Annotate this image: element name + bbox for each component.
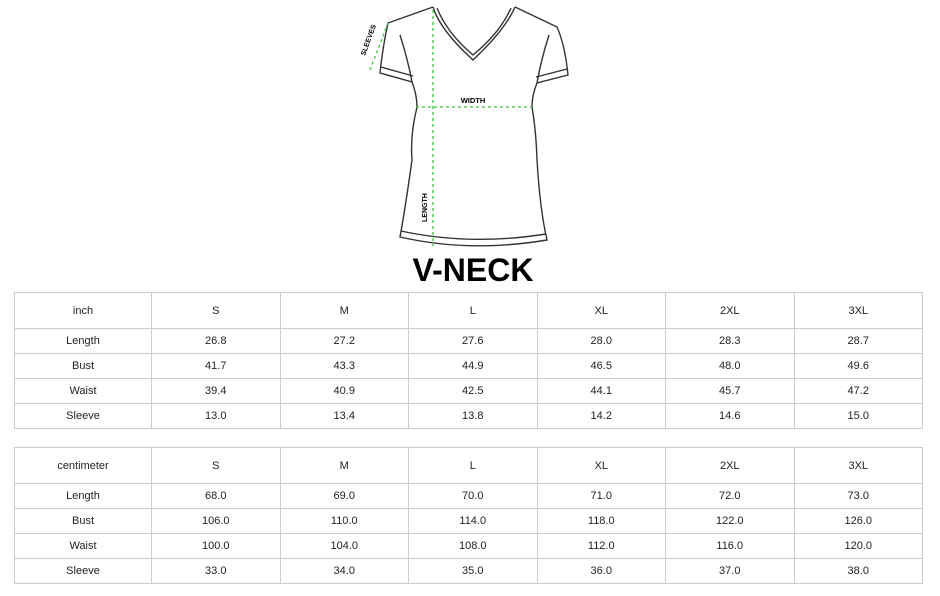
table-row: Waist 39.4 40.9 42.5 44.1 45.7 47.2 — [14, 378, 923, 404]
table-row: Bust 106.0 110.0 114.0 118.0 122.0 126.0 — [14, 508, 923, 534]
value-cell: 33.0 — [151, 558, 281, 584]
v-neck-shirt-diagram: WIDTH LENGTH SLEEVES — [360, 6, 569, 247]
value-cell: 13.8 — [408, 403, 538, 429]
value-cell: 13.4 — [279, 403, 409, 429]
value-cell: 28.0 — [536, 328, 666, 354]
size-header: M — [279, 292, 409, 329]
size-header: S — [151, 292, 281, 329]
row-label: Bust — [14, 508, 152, 534]
value-cell: 106.0 — [151, 508, 281, 534]
style-title: V-NECK — [412, 252, 534, 288]
row-label: Waist — [14, 378, 152, 404]
size-header: 3XL — [793, 447, 923, 484]
unit-cell: centimeter — [14, 447, 152, 484]
value-cell: 108.0 — [408, 533, 538, 559]
width-label: WIDTH — [461, 96, 486, 105]
row-label: Sleeve — [14, 558, 152, 584]
shirt-outline — [379, 6, 569, 247]
value-cell: 126.0 — [793, 508, 923, 534]
size-header: S — [151, 447, 281, 484]
size-header: 2XL — [665, 292, 795, 329]
size-table-centimeter: centimeter S M L XL 2XL 3XL Length 68.0 69.0 70.0 7… — [14, 447, 923, 584]
size-header: L — [408, 447, 538, 484]
table-row: Bust 41.7 43.3 44.9 46.5 48.0 49.6 — [14, 353, 923, 379]
value-cell: 48.0 — [665, 353, 795, 379]
length-label: LENGTH — [422, 193, 429, 222]
table-row: Sleeve 13.0 13.4 13.8 14.2 14.6 15.0 — [14, 403, 923, 429]
value-cell: 73.0 — [793, 483, 923, 509]
value-cell: 49.6 — [793, 353, 923, 379]
table-row: Waist 100.0 104.0 108.0 112.0 116.0 120.0 — [14, 533, 923, 559]
value-cell: 37.0 — [665, 558, 795, 584]
header-row: centimeter S M L XL 2XL 3XL — [14, 447, 923, 484]
table-row: Length 26.8 27.2 27.6 28.0 28.3 28.7 — [14, 328, 923, 354]
value-cell: 45.7 — [665, 378, 795, 404]
size-header: M — [279, 447, 409, 484]
table-row: Sleeve 33.0 34.0 35.0 36.0 37.0 38.0 — [14, 558, 923, 584]
value-cell: 36.0 — [536, 558, 666, 584]
value-cell: 42.5 — [408, 378, 538, 404]
value-cell: 116.0 — [665, 533, 795, 559]
row-label: Length — [14, 328, 152, 354]
value-cell: 13.0 — [151, 403, 281, 429]
value-cell: 46.5 — [536, 353, 666, 379]
value-cell: 40.9 — [279, 378, 409, 404]
value-cell: 39.4 — [151, 378, 281, 404]
value-cell: 122.0 — [665, 508, 795, 534]
value-cell: 69.0 — [279, 483, 409, 509]
value-cell: 120.0 — [793, 533, 923, 559]
value-cell: 47.2 — [793, 378, 923, 404]
value-cell: 44.9 — [408, 353, 538, 379]
unit-cell: inch — [14, 292, 152, 329]
table-row: Length 68.0 69.0 70.0 71.0 72.0 73.0 — [14, 483, 923, 509]
value-cell: 114.0 — [408, 508, 538, 534]
value-cell: 71.0 — [536, 483, 666, 509]
value-cell: 68.0 — [151, 483, 281, 509]
value-cell: 112.0 — [536, 533, 666, 559]
size-header: 3XL — [793, 292, 923, 329]
size-header: XL — [536, 447, 666, 484]
value-cell: 44.1 — [536, 378, 666, 404]
value-cell: 104.0 — [279, 533, 409, 559]
value-cell: 27.2 — [279, 328, 409, 354]
header-row: inch S M L XL 2XL 3XL — [14, 292, 923, 329]
size-header: XL — [536, 292, 666, 329]
value-cell: 43.3 — [279, 353, 409, 379]
value-cell: 100.0 — [151, 533, 281, 559]
value-cell: 35.0 — [408, 558, 538, 584]
value-cell: 28.3 — [665, 328, 795, 354]
value-cell: 38.0 — [793, 558, 923, 584]
value-cell: 28.7 — [793, 328, 923, 354]
row-label: Bust — [14, 353, 152, 379]
value-cell: 15.0 — [793, 403, 923, 429]
value-cell: 110.0 — [279, 508, 409, 534]
value-cell: 41.7 — [151, 353, 281, 379]
value-cell: 14.6 — [665, 403, 795, 429]
size-table-inch: inch S M L XL 2XL 3XL Length 26.8 27.2 27.6 28.0 28.… — [14, 292, 923, 429]
value-cell: 34.0 — [279, 558, 409, 584]
size-header: L — [408, 292, 538, 329]
measurement-guides — [369, 10, 532, 246]
row-label: Length — [14, 483, 152, 509]
value-cell: 70.0 — [408, 483, 538, 509]
value-cell: 118.0 — [536, 508, 666, 534]
size-header: 2XL — [665, 447, 795, 484]
value-cell: 14.2 — [536, 403, 666, 429]
row-label: Waist — [14, 533, 152, 559]
sleeves-label: SLEEVES — [360, 24, 378, 57]
row-label: Sleeve — [14, 403, 152, 429]
value-cell: 27.6 — [408, 328, 538, 354]
value-cell: 72.0 — [665, 483, 795, 509]
value-cell: 26.8 — [151, 328, 281, 354]
